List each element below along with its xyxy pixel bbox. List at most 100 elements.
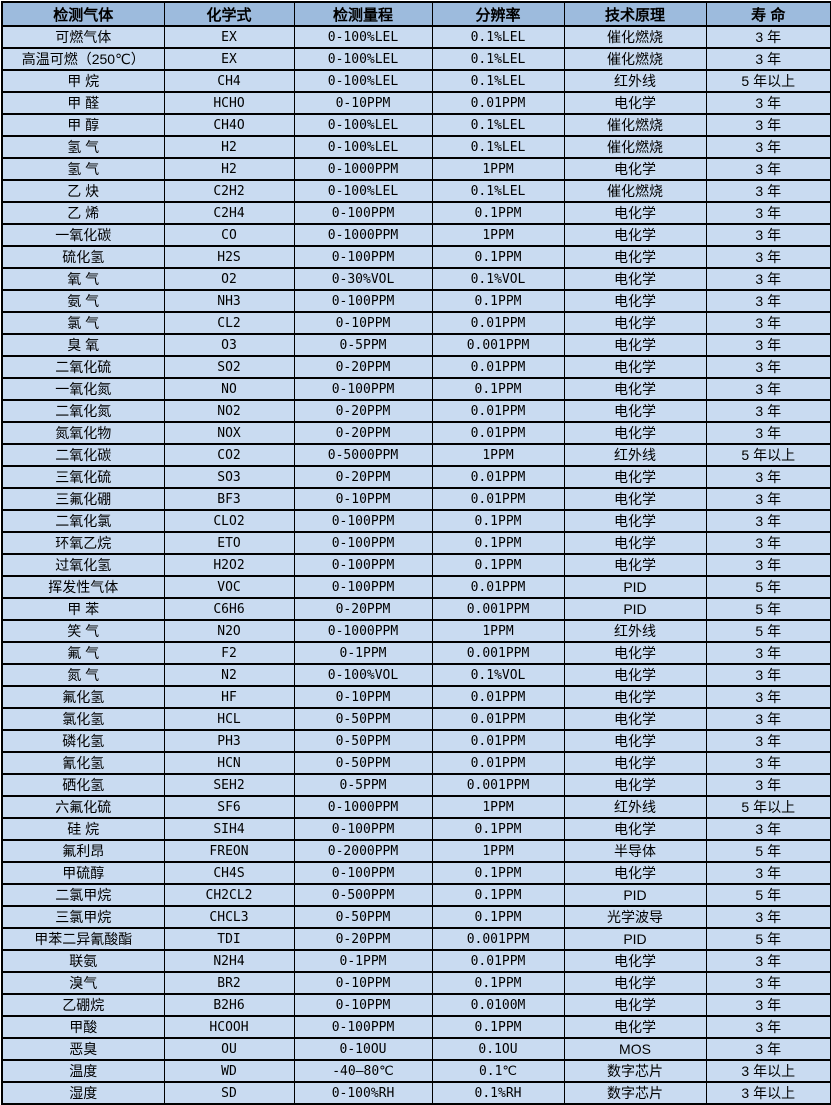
cell-gas-name: 二氯甲烷 bbox=[1, 883, 165, 907]
cell-resolution: 0.01PPM bbox=[431, 91, 565, 115]
cell-detection-range: 0-10PPM bbox=[293, 487, 433, 511]
cell-resolution: 0.1%LEL bbox=[431, 69, 565, 93]
cell-lifespan: 3 年 bbox=[705, 1015, 831, 1039]
cell-gas-name: 乙 烯 bbox=[1, 201, 165, 225]
cell-lifespan: 3 年 bbox=[705, 465, 831, 489]
cell-technology: 电化学 bbox=[563, 355, 707, 379]
cell-resolution: 0.01PPM bbox=[431, 465, 565, 489]
cell-lifespan: 3 年 bbox=[705, 663, 831, 687]
cell-detection-range: 0-100PPM bbox=[293, 201, 433, 225]
cell-lifespan: 5 年 bbox=[705, 927, 831, 951]
cell-detection-range: 0-100PPM bbox=[293, 817, 433, 841]
cell-detection-range: -40—80℃ bbox=[293, 1059, 433, 1083]
cell-technology: 电化学 bbox=[563, 201, 707, 225]
cell-technology: 催化燃烧 bbox=[563, 135, 707, 159]
table-row: 氟 气 F2 0-1PPM 0.001PPM 电化学 3 年 bbox=[1, 641, 831, 665]
table-row: 臭 氧 O3 0-5PPM 0.001PPM 电化学 3 年 bbox=[1, 333, 831, 357]
cell-chemical-formula: NO bbox=[163, 377, 295, 401]
cell-chemical-formula: SO3 bbox=[163, 465, 295, 489]
cell-chemical-formula: CH4S bbox=[163, 861, 295, 885]
cell-gas-name: 二氧化氯 bbox=[1, 509, 165, 533]
cell-gas-name: 二氧化硫 bbox=[1, 355, 165, 379]
cell-gas-name: 三氟化硼 bbox=[1, 487, 165, 511]
cell-technology: 电化学 bbox=[563, 531, 707, 555]
cell-resolution: 0.001PPM bbox=[431, 597, 565, 621]
table-body: 可燃气体 EX 0-100%LEL 0.1%LEL 催化燃烧 3 年高温可燃（250℃） E… bbox=[1, 25, 831, 1105]
cell-gas-name: 乙硼烷 bbox=[1, 993, 165, 1017]
cell-chemical-formula: N2H4 bbox=[163, 949, 295, 973]
table-row: 氟利昂 FREON 0-2000PPM 1PPM 半导体 5 年 bbox=[1, 839, 831, 863]
cell-chemical-formula: SO2 bbox=[163, 355, 295, 379]
cell-detection-range: 0-100PPM bbox=[293, 861, 433, 885]
cell-lifespan: 3 年 bbox=[705, 289, 831, 313]
cell-technology: 电化学 bbox=[563, 399, 707, 423]
cell-lifespan: 3 年 bbox=[705, 487, 831, 511]
cell-detection-range: 0-30%VOL bbox=[293, 267, 433, 291]
cell-resolution: 0.1PPM bbox=[431, 553, 565, 577]
cell-detection-range: 0-100%VOL bbox=[293, 663, 433, 687]
cell-resolution: 0.01PPM bbox=[431, 729, 565, 753]
cell-technology: 电化学 bbox=[563, 729, 707, 753]
cell-detection-range: 0-100PPM bbox=[293, 531, 433, 555]
cell-chemical-formula: SF6 bbox=[163, 795, 295, 819]
cell-gas-name: 甲酸 bbox=[1, 1015, 165, 1039]
cell-technology: 电化学 bbox=[563, 333, 707, 357]
table-row: 甲 苯 C6H6 0-20PPM 0.001PPM PID 5 年 bbox=[1, 597, 831, 621]
table-row: 恶臭 OU 0-10OU 0.1OU MOS 3 年 bbox=[1, 1037, 831, 1061]
cell-technology: 红外线 bbox=[563, 443, 707, 467]
cell-resolution: 0.1PPM bbox=[431, 531, 565, 555]
cell-detection-range: 0-50PPM bbox=[293, 751, 433, 775]
cell-detection-range: 0-20PPM bbox=[293, 355, 433, 379]
cell-gas-name: 甲苯二异氰酸酯 bbox=[1, 927, 165, 951]
cell-gas-name: 硅 烷 bbox=[1, 817, 165, 841]
cell-technology: 数字芯片 bbox=[563, 1059, 707, 1083]
cell-chemical-formula: HCL bbox=[163, 707, 295, 731]
cell-detection-range: 0-10PPM bbox=[293, 311, 433, 335]
table-row: 乙硼烷 B2H6 0-10PPM 0.0100M 电化学 3 年 bbox=[1, 993, 831, 1017]
table-row: 溴气 BR2 0-10PPM 0.1PPM 电化学 3 年 bbox=[1, 971, 831, 995]
cell-chemical-formula: C6H6 bbox=[163, 597, 295, 621]
cell-detection-range: 0-2000PPM bbox=[293, 839, 433, 863]
cell-detection-range: 0-1000PPM bbox=[293, 157, 433, 181]
cell-technology: 电化学 bbox=[563, 1015, 707, 1039]
cell-technology: PID bbox=[563, 575, 707, 599]
cell-chemical-formula: NOX bbox=[163, 421, 295, 445]
cell-gas-name: 硒化氢 bbox=[1, 773, 165, 797]
table-row: 硒化氢 SEH2 0-5PPM 0.001PPM 电化学 3 年 bbox=[1, 773, 831, 797]
cell-lifespan: 3 年 bbox=[705, 179, 831, 203]
table-row: 二氧化碳 CO2 0-5000PPM 1PPM 红外线 5 年以上 bbox=[1, 443, 831, 467]
cell-gas-name: 高温可燃（250℃） bbox=[1, 47, 165, 71]
cell-detection-range: 0-10PPM bbox=[293, 971, 433, 995]
cell-chemical-formula: CHCL3 bbox=[163, 905, 295, 929]
table-row: 硅 烷 SIH4 0-100PPM 0.1PPM 电化学 3 年 bbox=[1, 817, 831, 841]
cell-gas-name: 氮 气 bbox=[1, 663, 165, 687]
cell-lifespan: 3 年 bbox=[705, 773, 831, 797]
cell-detection-range: 0-1PPM bbox=[293, 949, 433, 973]
cell-chemical-formula: EX bbox=[163, 47, 295, 71]
cell-chemical-formula: SD bbox=[163, 1081, 295, 1105]
cell-resolution: 0.1%LEL bbox=[431, 113, 565, 137]
cell-chemical-formula: SIH4 bbox=[163, 817, 295, 841]
cell-gas-name: 臭 氧 bbox=[1, 333, 165, 357]
cell-lifespan: 3 年 bbox=[705, 509, 831, 533]
cell-gas-name: 湿度 bbox=[1, 1081, 165, 1105]
table-row: 过氧化氢 H2O2 0-100PPM 0.1PPM 电化学 3 年 bbox=[1, 553, 831, 577]
cell-resolution: 0.1%LEL bbox=[431, 135, 565, 159]
cell-chemical-formula: WD bbox=[163, 1059, 295, 1083]
table-row: 三氯甲烷 CHCL3 0-50PPM 0.1PPM 光学波导 3 年 bbox=[1, 905, 831, 929]
table-row: 乙 烯 C2H4 0-100PPM 0.1PPM 电化学 3 年 bbox=[1, 201, 831, 225]
cell-gas-name: 氢 气 bbox=[1, 135, 165, 159]
cell-gas-name: 可燃气体 bbox=[1, 25, 165, 49]
cell-detection-range: 0-10PPM bbox=[293, 91, 433, 115]
table-row: 甲 醛 HCHO 0-10PPM 0.01PPM 电化学 3 年 bbox=[1, 91, 831, 115]
cell-resolution: 1PPM bbox=[431, 157, 565, 181]
cell-technology: PID bbox=[563, 883, 707, 907]
cell-lifespan: 5 年 bbox=[705, 839, 831, 863]
cell-resolution: 0.1PPM bbox=[431, 817, 565, 841]
table-row: 二氧化氯 CLO2 0-100PPM 0.1PPM 电化学 3 年 bbox=[1, 509, 831, 533]
cell-detection-range: 0-20PPM bbox=[293, 465, 433, 489]
cell-resolution: 0.01PPM bbox=[431, 707, 565, 731]
header-resolution: 分辨率 bbox=[431, 1, 565, 27]
cell-detection-range: 0-10OU bbox=[293, 1037, 433, 1061]
cell-detection-range: 0-20PPM bbox=[293, 597, 433, 621]
